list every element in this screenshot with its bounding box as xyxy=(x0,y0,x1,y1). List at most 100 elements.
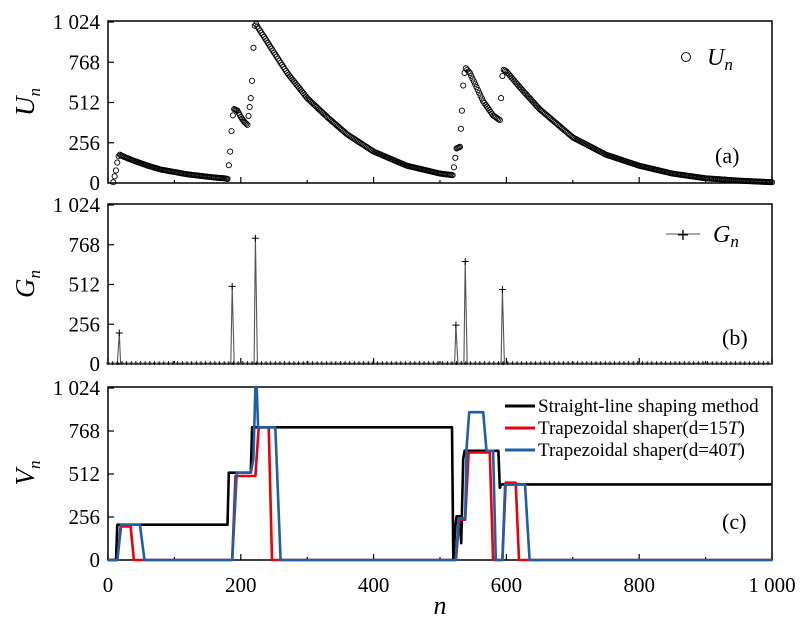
gn-baseline-marker xyxy=(161,361,166,365)
gn-baseline-marker xyxy=(556,361,561,365)
un-point xyxy=(114,159,121,166)
gn-baseline-marker xyxy=(533,361,538,365)
gn-baseline-marker xyxy=(617,361,622,365)
un-point xyxy=(768,179,776,186)
gn-baseline-marker xyxy=(440,361,445,365)
gn-baseline-marker xyxy=(631,361,636,365)
un-point xyxy=(477,92,484,99)
gn-baseline-marker xyxy=(254,361,259,365)
gn-baseline-marker xyxy=(575,361,580,365)
panel-b-ytick-label: 1 024 xyxy=(53,193,101,217)
gn-baseline-marker xyxy=(226,361,231,365)
gn-peak-marker xyxy=(498,285,506,293)
un-point xyxy=(298,88,305,95)
gn-peak-marker xyxy=(461,258,469,266)
gn-baseline-marker xyxy=(259,361,264,365)
panel-b-label: (b) xyxy=(722,325,748,350)
gn-baseline-marker xyxy=(338,361,343,365)
un-point xyxy=(496,117,503,124)
un-point xyxy=(478,95,485,102)
gn-baseline-marker xyxy=(691,361,696,365)
gn-baseline-marker xyxy=(719,361,724,365)
gn-baseline-marker xyxy=(649,361,654,365)
gn-baseline-marker xyxy=(477,361,482,365)
un-point xyxy=(297,86,304,93)
gn-baseline-marker xyxy=(273,361,278,365)
un-point xyxy=(468,72,475,79)
gn-baseline-marker xyxy=(561,361,566,365)
un-point xyxy=(245,112,252,119)
gn-baseline-marker xyxy=(171,361,176,365)
gn-baseline-marker xyxy=(245,361,250,365)
gn-baseline-marker xyxy=(696,361,701,365)
un-point xyxy=(288,74,295,82)
gn-baseline-marker xyxy=(547,361,552,365)
gn-baseline-marker xyxy=(287,361,292,365)
panel-c-ytick-label: 768 xyxy=(69,419,101,443)
gn-baseline-marker xyxy=(621,361,626,365)
un-point xyxy=(243,120,250,127)
gn-baseline-marker xyxy=(315,361,320,365)
gn-baseline-marker xyxy=(198,361,203,365)
gn-baseline-marker xyxy=(635,361,640,365)
gn-baseline-marker xyxy=(473,361,478,365)
panel-a-ylabel: Un xyxy=(10,88,44,116)
gn-baseline-marker xyxy=(277,361,282,365)
gn-baseline-marker xyxy=(264,361,269,365)
un-point xyxy=(224,175,231,182)
gn-baseline-marker xyxy=(319,361,324,365)
un-point xyxy=(473,84,480,91)
gn-baseline-marker xyxy=(598,361,603,365)
un-point xyxy=(286,73,293,80)
un-point xyxy=(229,112,236,119)
gn-baseline-marker xyxy=(422,361,427,365)
legend-c-label-2: Trapezoidal shaper(d=40T) xyxy=(538,440,745,461)
panel-c-ytick-label: 1 024 xyxy=(53,376,101,400)
gn-baseline-marker xyxy=(738,361,743,365)
un-point xyxy=(289,76,296,83)
panel-c-ytick-label: 256 xyxy=(69,505,101,529)
gn-baseline-marker xyxy=(463,361,468,365)
x-tick-label: 0 xyxy=(103,573,114,597)
gn-baseline-marker xyxy=(756,361,761,365)
un-point xyxy=(495,116,502,123)
gn-baseline-marker xyxy=(347,361,352,365)
un-point xyxy=(250,44,257,51)
gn-baseline-marker xyxy=(268,361,273,365)
un-point xyxy=(244,121,251,128)
gn-baseline-marker xyxy=(129,361,134,365)
gn-baseline-marker xyxy=(222,361,227,365)
panel-b-ytick-label: 768 xyxy=(69,233,101,257)
gn-baseline-marker xyxy=(682,361,687,365)
gn-baseline-marker xyxy=(505,361,510,365)
gn-baseline-marker xyxy=(143,361,148,365)
un-point xyxy=(300,90,307,97)
gn-baseline-marker xyxy=(157,361,162,365)
un-point xyxy=(246,103,253,111)
legend-b-label: Gn xyxy=(713,222,739,251)
panel-c-ylabel: Vn xyxy=(10,461,44,486)
gn-baseline-marker xyxy=(728,361,733,365)
gn-baseline-marker xyxy=(491,361,496,365)
gn-baseline-marker xyxy=(203,361,208,365)
gn-baseline-marker xyxy=(645,361,650,365)
legend-c-label-1: Trapezoidal shaper(d=15T) xyxy=(538,418,745,439)
gn-baseline-marker xyxy=(138,361,143,365)
gn-baseline-marker xyxy=(305,361,310,365)
gn-baseline-marker xyxy=(217,361,222,365)
vn-series-2 xyxy=(108,385,772,562)
gn-baseline-marker xyxy=(310,361,315,365)
panel-a-frame xyxy=(107,20,773,184)
gn-baseline-marker xyxy=(570,361,575,365)
gn-baseline-marker xyxy=(566,361,571,365)
panel-b-ytick-label: 512 xyxy=(69,273,101,297)
un-point xyxy=(247,95,254,102)
gn-baseline-marker xyxy=(594,361,599,365)
un-point xyxy=(457,125,464,132)
x-tick-label: 600 xyxy=(491,573,523,597)
gn-baseline-marker xyxy=(431,361,436,365)
gn-baseline-marker xyxy=(352,361,357,365)
x-tick-label: 1 000 xyxy=(748,573,795,597)
un-point xyxy=(292,79,299,87)
gn-baseline-marker xyxy=(375,361,380,365)
